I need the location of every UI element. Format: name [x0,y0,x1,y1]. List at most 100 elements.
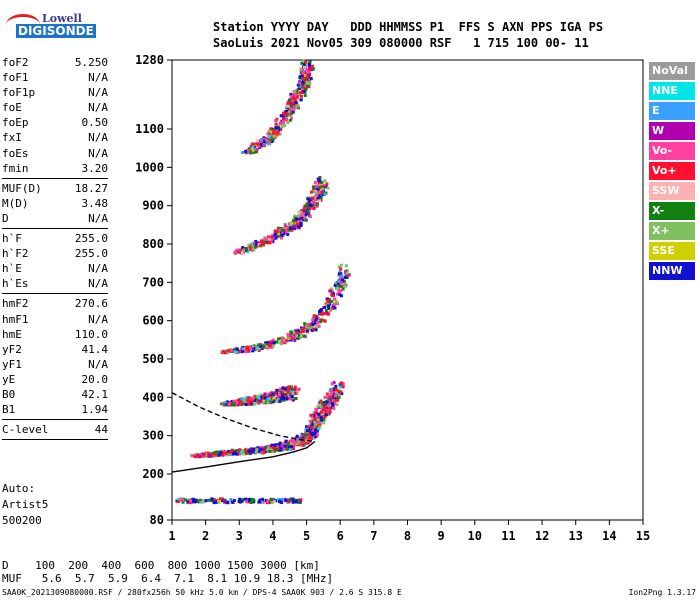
echo-point [326,403,330,407]
echo-point [302,211,306,215]
echo-point [335,286,339,290]
echo-point [231,500,235,504]
echo-point [287,228,291,232]
echo-point [299,223,303,227]
echo-point [315,204,319,208]
echo-point [223,498,227,502]
param-value: 42.1 [81,387,109,401]
echo-point [278,387,282,391]
y-tick-label: 80 [150,513,164,527]
echo-point [314,422,318,426]
echo-point [334,384,338,388]
param-label: yF1 [2,357,22,371]
echo-point [254,239,258,243]
echo-point [291,447,295,451]
legend-item-sse: SSE [649,242,695,260]
echo-point [293,385,297,389]
param-row: fmin 3.20 [2,161,108,176]
echo-point [248,346,252,350]
echo-point [303,85,307,89]
echo-point [249,402,253,406]
param-separator [2,419,108,421]
echo-point [327,304,331,308]
echo-point [335,300,339,304]
echo-point [237,452,241,456]
echo-point [262,142,266,146]
echo-point [293,440,297,444]
echo-point [260,451,264,455]
echo-point [271,240,275,244]
echo-point [256,400,260,404]
echo-point [306,84,310,88]
echo-point [284,224,288,228]
echo-point [315,184,319,188]
echo-point [313,181,317,185]
echo-point [288,397,292,401]
param-row: D N/A [2,211,108,226]
legend-item-nnw: NNW [649,262,695,280]
echo-point [281,386,285,390]
echo-point [290,97,294,101]
param-label: h`Es [2,277,29,291]
param-value: 255.0 [74,232,108,246]
echo-point [257,343,261,347]
echo-point [283,227,287,231]
echo-point [321,404,325,408]
echo-point [293,391,297,395]
echo-point [256,147,260,151]
echo-point [283,390,287,394]
echo-point [313,411,317,415]
echo-point [265,344,269,348]
echo-point [312,327,316,331]
echo-point [324,185,328,189]
echo-point [230,400,234,404]
echo-point [281,120,285,124]
echo-point [315,202,319,206]
echo-point [318,185,322,189]
echo-point [308,215,312,219]
echo-point [332,406,336,410]
echo-point [268,344,272,348]
echo-point [286,389,290,393]
echo-point [242,399,246,403]
echo-point [275,126,279,130]
echo-point [270,130,274,134]
param-row: h`Es N/A [2,276,108,291]
echo-point [317,421,321,425]
echo-point [263,237,267,241]
param-separator [2,228,108,230]
echo-point [275,388,279,392]
muf-distance-row: D 100 200 400 600 800 1000 1500 3000 [km… [2,559,320,572]
echo-point [302,62,306,66]
echo-point [267,141,271,145]
echo-point [293,214,297,218]
echo-point [309,203,313,207]
echo-point [259,342,263,346]
echo-point [277,337,281,341]
echo-point [303,215,307,219]
echo-point [314,435,318,439]
y-tick-label: 1000 [135,160,164,174]
echo-point [302,439,306,443]
echo-point [306,197,310,201]
echo-point [335,302,339,306]
echo-point [309,201,313,205]
echo-point [341,385,345,389]
echo-point [259,142,263,146]
echo-point [311,200,315,204]
echo-point [299,335,303,339]
x-tick-label: 8 [404,529,411,543]
echo-point [223,351,227,355]
echo-point [286,121,290,125]
param-value: 0.50 [81,116,109,130]
param-label: B1 [2,403,16,417]
echo-point [326,401,330,405]
echo-point [216,450,220,454]
echo-point [285,112,289,116]
echo-point [252,398,256,402]
echo-point [274,232,278,236]
echo-point [278,441,282,445]
echo-point [311,67,315,71]
param-label: C-level [2,423,49,437]
echo-point [319,308,323,312]
